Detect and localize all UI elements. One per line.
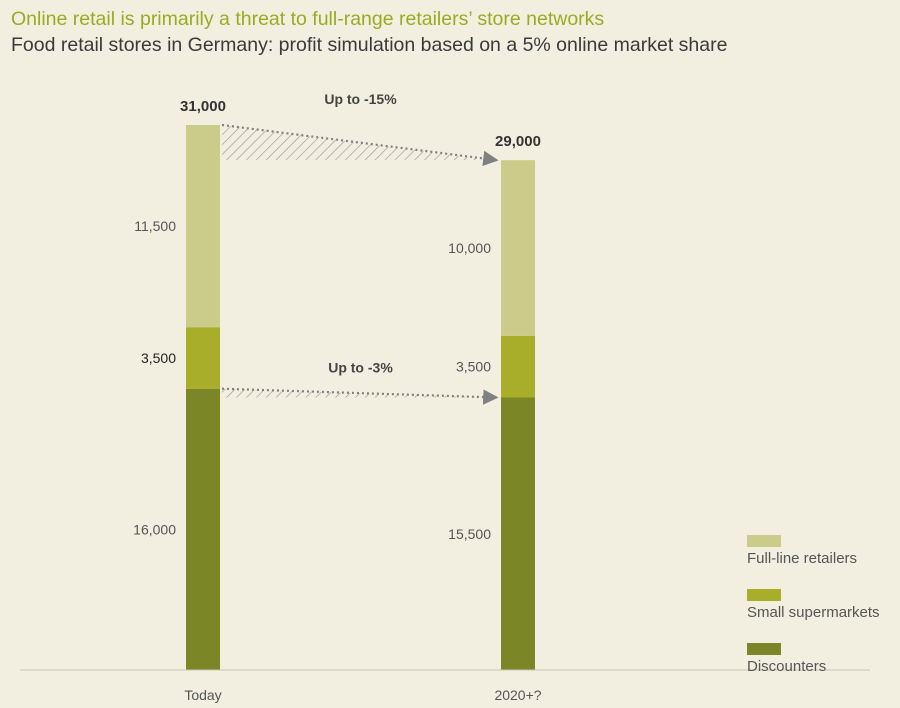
bar-full-line-retailers-today [186,125,220,328]
legend-swatch-full-line [747,535,781,547]
legend-item-small-supermarkets: Small supermarkets [747,589,880,621]
bar-small-supermarkets-today [186,327,220,389]
legend-item-discounters: Discounters [747,643,826,675]
legend-swatch-small-supermarkets [747,589,781,601]
legend-item-full-line: Full-line retailers [747,535,857,567]
legend-swatch-discounters [747,643,781,655]
arrow-discounters [221,387,499,405]
segment-label-discounters-2020-: 15,500 [448,526,491,542]
bar-discounters-today [186,388,220,670]
total-label-today: 31,000 [180,98,226,115]
segment-label-discounters-today: 16,000 [133,521,176,537]
category-label-2020-: 2020+? [494,687,541,703]
legend-label-small-supermarkets: Small supermarkets [747,604,880,621]
total-label-2020-: 29,000 [495,133,541,150]
legend-label-full-line: Full-line retailers [747,550,858,567]
segment-label-full-line-retailers-2020-: 10,000 [448,240,491,256]
segment-label-small-supermarkets-2020-: 3,500 [456,359,491,375]
bar-discounters-2020- [501,397,535,670]
segment-label-full-line-retailers-today: 11,500 [134,218,176,234]
legend-label-discounters: Discounters [747,658,827,675]
arrow-full-line-retailers [221,123,499,167]
chart-title: Online retail is primarily a threat to f… [11,8,605,30]
category-label-today: Today [184,687,221,703]
annotation-label-full-line-retailers: Up to -15% [324,91,397,107]
bar-full-line-retailers-2020- [501,160,535,336]
chart-subtitle: Food retail stores in Germany: profit si… [11,34,728,56]
annotation-label-discounters: Up to -3% [328,360,393,376]
bar-small-supermarkets-2020- [501,335,535,398]
segment-label-small-supermarkets-today: 3,500 [141,350,176,366]
